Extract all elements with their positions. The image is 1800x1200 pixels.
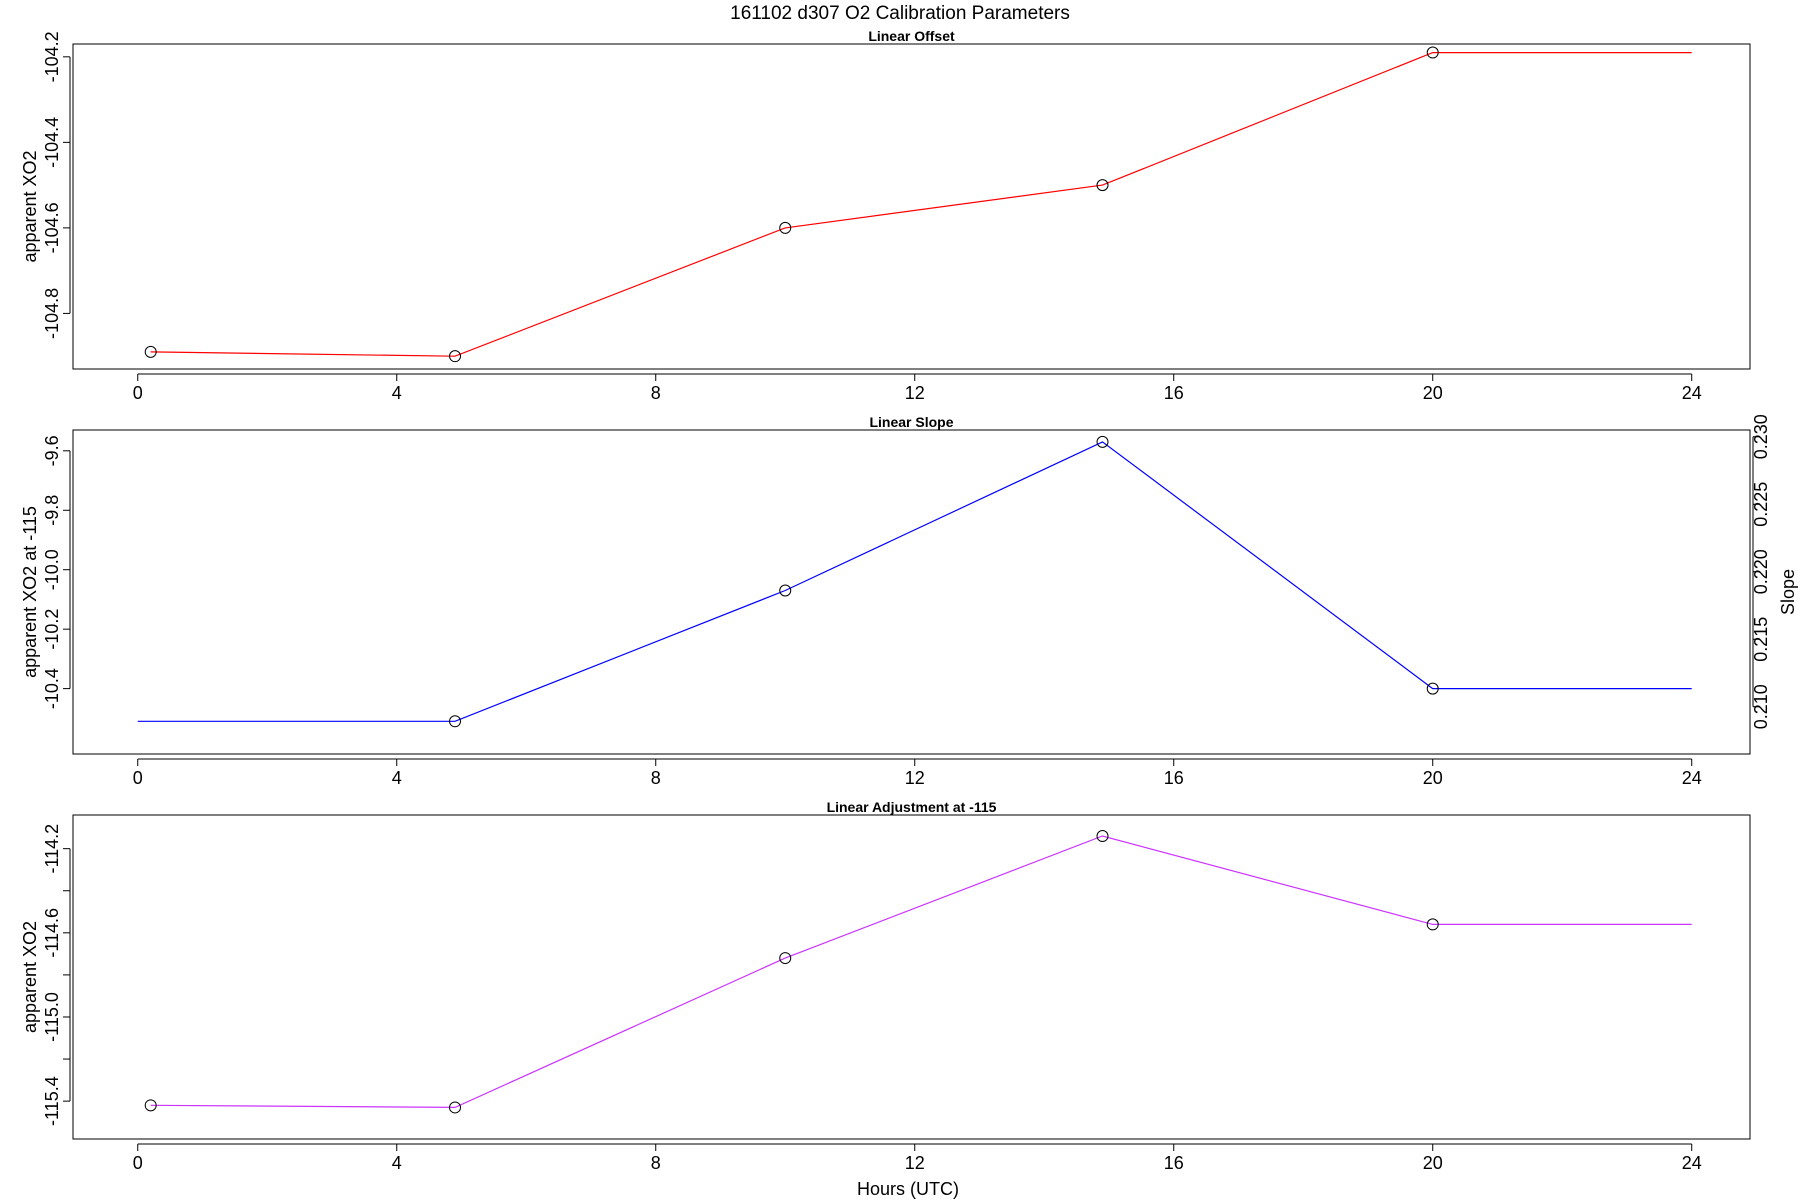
y-tick-label-slope: -10.0 — [42, 549, 62, 590]
plot-frame-adjustment — [72, 814, 1751, 1140]
y-axis-label-offset: apparent XO2 — [20, 150, 40, 262]
y-tick-label-offset: -104.8 — [42, 288, 62, 339]
x-tick-label-offset: 12 — [905, 383, 925, 403]
x-tick-label-slope: 0 — [133, 768, 143, 788]
x-tick-label-adjustment: 8 — [651, 1153, 661, 1173]
x-tick-label-slope: 20 — [1423, 768, 1443, 788]
x-tick-label-offset: 0 — [133, 383, 143, 403]
x-tick-label-adjustment: 4 — [392, 1153, 402, 1173]
x-tick-label-adjustment: 0 — [133, 1153, 143, 1173]
data-point-adjustment — [779, 952, 792, 965]
y2-tick-label-slope: 0.225 — [1751, 482, 1771, 527]
y-tick-label-offset: -104.6 — [42, 202, 62, 253]
panel-title-offset: Linear Offset — [868, 28, 955, 44]
panel-linear-offset: Linear Offset 0 4 8 12 16 20 24 -104.8 -104.6 -104… — [20, 28, 1751, 403]
plot-frame-slope — [72, 429, 1751, 755]
panel-title-adjustment: Linear Adjustment at -115 — [827, 799, 997, 815]
data-point-slope — [1096, 435, 1109, 448]
x-tick-label-slope: 8 — [651, 768, 661, 788]
x-tick-label-offset: 8 — [651, 383, 661, 403]
x-tick-label-adjustment: 16 — [1164, 1153, 1184, 1173]
data-point-offset — [1096, 179, 1109, 192]
data-point-offset — [779, 221, 792, 234]
data-point-adjustment — [1096, 830, 1109, 843]
y-tick-label-adjustment: -114.6 — [42, 908, 62, 958]
x-tick-label-slope: 16 — [1164, 768, 1184, 788]
data-point-slope — [449, 715, 462, 728]
y-tick-label-offset: -104.2 — [42, 31, 62, 82]
y2-tick-label-slope: 0.230 — [1751, 414, 1771, 459]
x-tick-label-adjustment: 24 — [1682, 1153, 1702, 1173]
x-tick-label-slope: 4 — [392, 768, 402, 788]
x-tick-label-offset: 4 — [392, 383, 402, 403]
y2-tick-label-slope: 0.215 — [1751, 617, 1771, 662]
data-point-offset — [1426, 46, 1439, 59]
y-tick-label-adjustment: -115.4 — [42, 1076, 62, 1126]
y2-tick-label-slope: 0.220 — [1751, 549, 1771, 594]
x-tick-label-adjustment: 12 — [905, 1153, 925, 1173]
series-line-slope — [137, 441, 1692, 722]
data-point-slope — [779, 584, 792, 597]
data-point-adjustment — [144, 1099, 157, 1112]
y2-tick-label-slope: 0.210 — [1751, 684, 1771, 729]
y-tick-label-slope: -10.2 — [42, 609, 62, 650]
data-point-adjustment — [449, 1101, 462, 1114]
data-point-adjustment — [1426, 918, 1439, 931]
panel-linear-adjustment: Linear Adjustment at -115 0 4 8 12 16 20 24 -115… — [20, 799, 1751, 1173]
x-tick-label-adjustment: 20 — [1423, 1153, 1443, 1173]
x-tick-label-offset: 24 — [1682, 383, 1702, 403]
data-point-offset — [144, 345, 157, 358]
data-point-offset — [449, 350, 462, 363]
series-line-offset — [150, 51, 1692, 357]
x-tick-label-slope: 12 — [905, 768, 925, 788]
figure-title: 161102 d307 O2 Calibration Parameters — [730, 3, 1070, 24]
series-line-adjustment — [150, 835, 1692, 1109]
x-axis-label: Hours (UTC) — [857, 1179, 959, 1199]
data-point-slope — [1426, 682, 1439, 695]
plot-frame-offset — [72, 43, 1751, 370]
panel-linear-slope: Linear Slope 0 4 8 12 16 20 24 -10.4 -10.2 -10.0 -9… — [20, 414, 1798, 788]
y-tick-label-slope: -10.4 — [42, 668, 62, 709]
y-tick-label-adjustment: -115.0 — [42, 992, 62, 1042]
x-tick-label-offset: 20 — [1423, 383, 1443, 403]
y-tick-label-slope: -9.8 — [42, 495, 62, 526]
y-axis-label-adjustment: apparent XO2 — [20, 921, 40, 1033]
y-tick-label-adjustment: -114.2 — [42, 824, 62, 874]
x-tick-label-slope: 24 — [1682, 768, 1702, 788]
y2-axis-label-slope: Slope — [1778, 569, 1798, 615]
panel-title-slope: Linear Slope — [869, 414, 953, 430]
y-tick-label-slope: -9.6 — [42, 435, 62, 466]
x-tick-label-offset: 16 — [1164, 383, 1184, 403]
y-axis-label-slope: apparent XO2 at -115 — [20, 506, 40, 678]
y-tick-label-offset: -104.4 — [42, 117, 62, 168]
